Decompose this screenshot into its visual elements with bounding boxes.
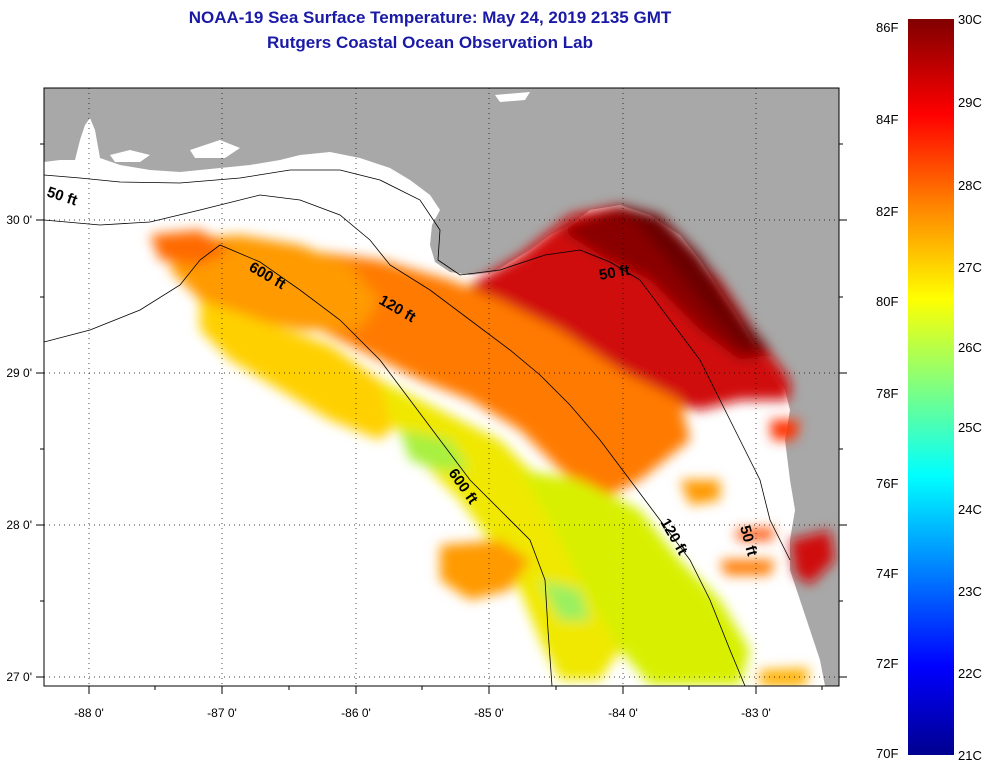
lon-label-88: -88 0' — [74, 706, 104, 720]
sst-map: 50 ft 600 ft 120 ft 50 ft 600 ft 120 ft … — [6, 87, 847, 720]
cbar-label-25c: 25C — [958, 420, 982, 435]
cbar-label-86f: 86F — [876, 20, 899, 35]
lat-label-29: 29 0' — [6, 366, 32, 380]
temperature-colorbar — [908, 19, 954, 755]
cbar-label-24c: 24C — [958, 502, 982, 517]
cbar-label-78f: 78F — [876, 386, 899, 401]
cbar-label-27c: 27C — [958, 260, 982, 275]
cbar-label-74f: 74F — [876, 566, 899, 581]
map-border — [43, 87, 840, 687]
map-subtitle: Rutgers Coastal Ocean Observation Lab — [267, 33, 593, 52]
contour-50ft — [44, 169, 791, 561]
cbar-label-29c: 29C — [958, 95, 982, 110]
cbar-label-22c: 22C — [958, 666, 982, 681]
contour-600ft — [44, 244, 553, 686]
cbar-label-80f: 80F — [876, 294, 899, 309]
cbar-label-72f: 72F — [876, 656, 899, 671]
cbar-label-70f: 70F — [876, 746, 899, 761]
map-title: NOAA-19 Sea Surface Temperature: May 24,… — [188, 8, 672, 27]
cbar-label-26c: 26C — [958, 340, 982, 355]
sst-field — [150, 205, 835, 686]
contour-120ft — [44, 194, 746, 686]
cbar-label-82f: 82F — [876, 204, 899, 219]
lat-label-28: 28 0' — [6, 518, 32, 532]
lon-label-84: -84 0' — [608, 706, 638, 720]
lon-label-83: -83 0' — [741, 706, 771, 720]
cbar-label-28c: 28C — [958, 178, 982, 193]
cbar-label-76f: 76F — [876, 476, 899, 491]
cbar-label-23c: 23C — [958, 584, 982, 599]
lat-label-30: 30 0' — [6, 213, 32, 227]
lon-label-86: -86 0' — [341, 706, 371, 720]
cbar-label-21c: 21C — [958, 748, 982, 763]
lon-label-87: -87 0' — [207, 706, 237, 720]
axis-ticks — [36, 143, 847, 694]
land-mass — [44, 88, 839, 686]
lon-label-85: -85 0' — [474, 706, 504, 720]
bay-area — [110, 150, 150, 162]
lake-area — [495, 92, 530, 102]
cbar-label-30c: 30C — [958, 12, 982, 27]
bay-area-2 — [190, 140, 240, 158]
lat-label-27: 27 0' — [6, 670, 32, 684]
cbar-label-84f: 84F — [876, 112, 899, 127]
